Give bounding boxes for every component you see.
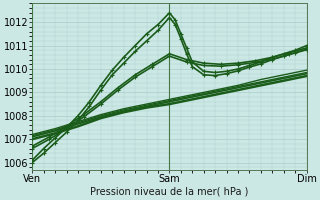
- X-axis label: Pression niveau de la mer( hPa ): Pression niveau de la mer( hPa ): [90, 187, 249, 197]
